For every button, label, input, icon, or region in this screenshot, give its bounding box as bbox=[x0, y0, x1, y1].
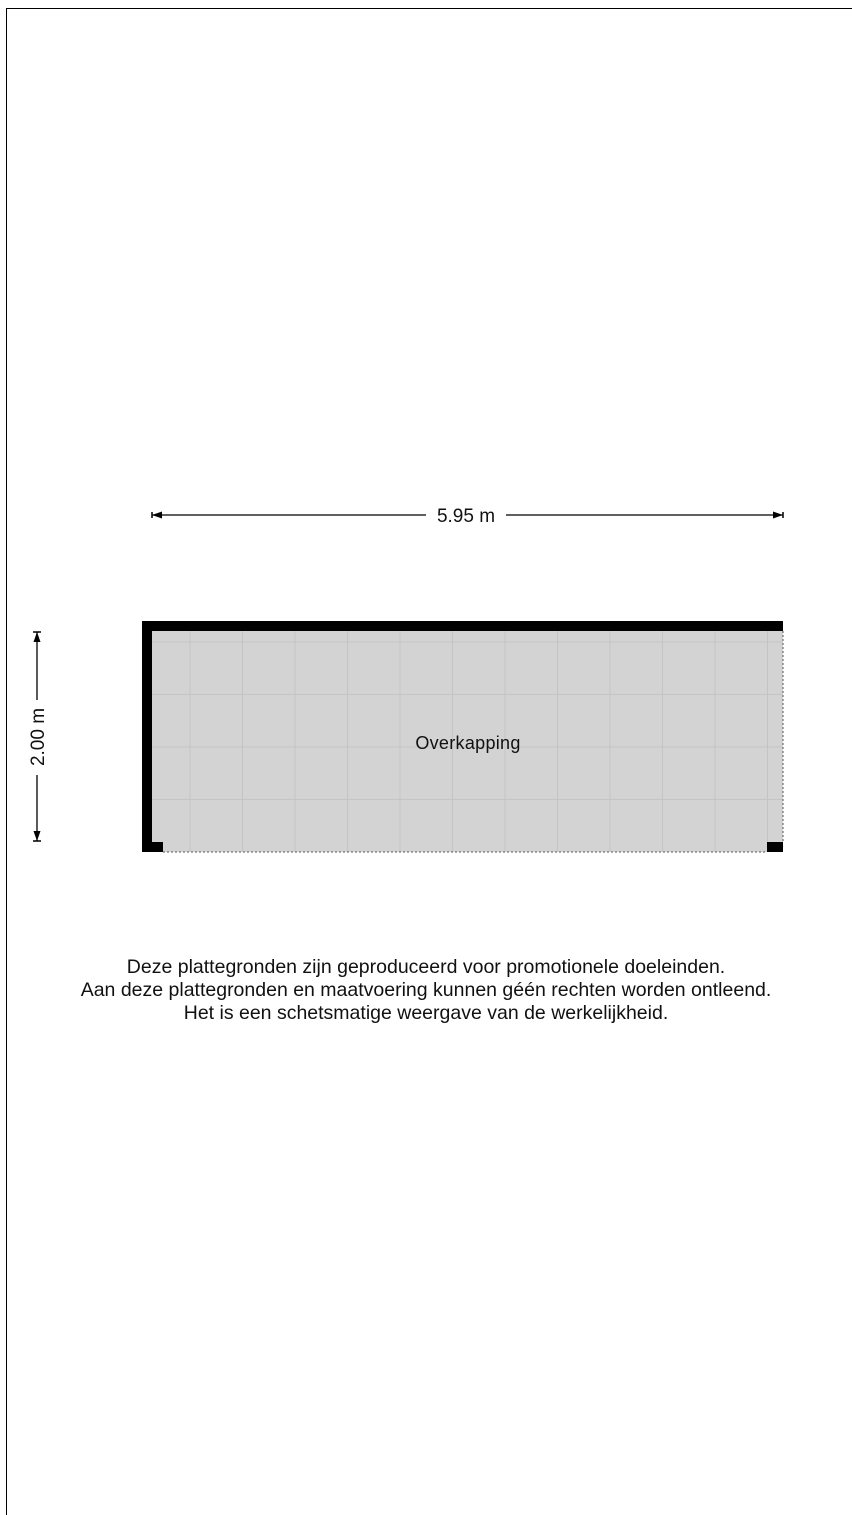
height-label: 2.00 m bbox=[28, 708, 49, 766]
floor-tiles bbox=[152, 631, 783, 852]
room-name: Overkapping bbox=[415, 733, 520, 753]
height-dimension: 2.00 m bbox=[28, 631, 49, 842]
wall-left bbox=[142, 621, 152, 852]
arrow-right-icon bbox=[773, 511, 783, 519]
disclaimer: Deze plattegronden zijn geproduceerd voo… bbox=[0, 956, 852, 1025]
width-dimension: 5.95 m bbox=[151, 506, 784, 527]
room-floor bbox=[150, 630, 783, 852]
page-border-left bbox=[6, 8, 7, 1515]
disclaimer-line-2: Aan deze plattegronden en maatvoering ku… bbox=[80, 979, 772, 1001]
width-label: 5.95 m bbox=[437, 506, 495, 527]
disclaimer-line-3: Het is een schetsmatige weergave van de … bbox=[183, 1002, 669, 1024]
disclaimer-line-1: Deze plattegronden zijn geproduceerd voo… bbox=[126, 956, 726, 978]
page-border-top bbox=[6, 8, 852, 9]
room-overkapping: Overkapping bbox=[142, 621, 784, 853]
arrow-left-icon bbox=[152, 511, 162, 519]
post-bottom-right bbox=[767, 842, 783, 852]
arrow-up-icon bbox=[33, 632, 41, 642]
wall-top bbox=[142, 621, 783, 631]
post-bottom-left bbox=[142, 842, 163, 852]
arrow-down-icon bbox=[33, 831, 41, 841]
